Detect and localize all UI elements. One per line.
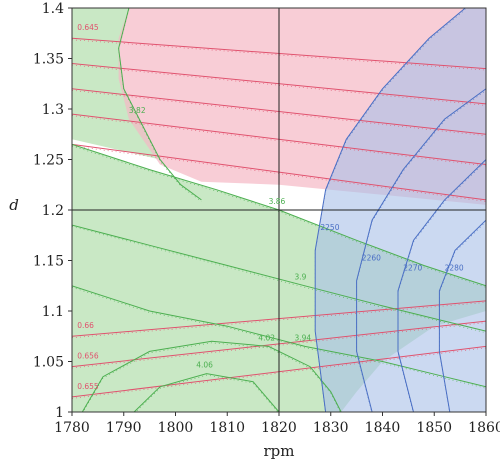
green-contour-label: 4.06	[196, 361, 213, 370]
blue-contour-label: 2250	[320, 223, 339, 232]
red-contour-label: 0.656	[77, 352, 99, 361]
blue-contour-label: 2280	[445, 264, 464, 273]
y-tick-label: 1	[55, 405, 64, 421]
blue-contour-hatch-4	[439, 221, 486, 412]
blue-contour-3	[397, 159, 486, 412]
green-contour-hatch-2	[72, 145, 486, 288]
crosshair-lines	[72, 8, 486, 412]
red-contour-label: 0.655	[77, 382, 99, 391]
blue-contour-hatch-3	[397, 160, 486, 412]
green-contour-4	[72, 285, 486, 388]
y-tick-label: 1.15	[33, 254, 64, 270]
x-tick-label: 1780	[54, 420, 90, 436]
green-contour-6	[133, 373, 280, 412]
blue-contour-hatch-2	[356, 90, 486, 412]
x-tick-label: 1860	[468, 420, 500, 436]
green-contour-5	[81, 340, 342, 412]
green-contour-hatch-3	[72, 226, 486, 333]
red-contour-label: 0.645	[77, 23, 99, 32]
blue-contour-label: 2260	[362, 254, 381, 263]
x-tick-label: 1830	[313, 420, 349, 436]
green-contour-label: 3.86	[269, 197, 286, 206]
blue-contour-label: 2270	[403, 264, 422, 273]
green-contour-1	[118, 8, 202, 201]
y-axis-label: d	[9, 196, 19, 214]
green-contour-hatch-1	[118, 9, 202, 202]
green-contour-hatch-4	[72, 287, 486, 389]
x-axis-ticks: 1780 1790 1800 1810 1820 1830 1840 1850 1860	[54, 412, 500, 436]
contour-labels: 0.645 0.66 0.656 0.655 3.82 3.86 3.9 3.94 4.02 4.…	[77, 23, 464, 391]
red-contour-label: 0.66	[77, 321, 94, 330]
y-tick-label: 1.05	[33, 355, 64, 371]
green-contour-label: 3.94	[295, 333, 312, 342]
x-tick-label: 1840	[365, 420, 401, 436]
green-contour-hatch-6	[135, 374, 279, 412]
x-tick-label: 1820	[261, 420, 297, 436]
y-tick-label: 1.4	[42, 1, 64, 17]
y-tick-label: 1.35	[33, 52, 64, 68]
y-tick-label: 1.3	[42, 102, 64, 118]
blue-contour-4	[438, 219, 486, 412]
y-tick-label: 1.25	[33, 153, 64, 169]
green-contour-label: 3.9	[295, 273, 307, 282]
x-axis-label: rpm	[264, 442, 295, 460]
green-contour-label: 3.82	[129, 106, 146, 115]
x-tick-label: 1800	[158, 420, 194, 436]
x-tick-label: 1810	[209, 420, 245, 436]
y-tick-label: 1.1	[42, 304, 64, 320]
x-tick-label: 1850	[416, 420, 452, 436]
green-contour-label: 4.02	[258, 333, 275, 342]
green-contour-3	[72, 224, 486, 332]
y-axis-ticks: 1 1.05 1.1 1.15 1.2 1.25 1.3 1.35 1.4	[33, 1, 72, 421]
y-tick-label: 1.2	[42, 203, 64, 219]
x-tick-label: 1790	[106, 420, 142, 436]
